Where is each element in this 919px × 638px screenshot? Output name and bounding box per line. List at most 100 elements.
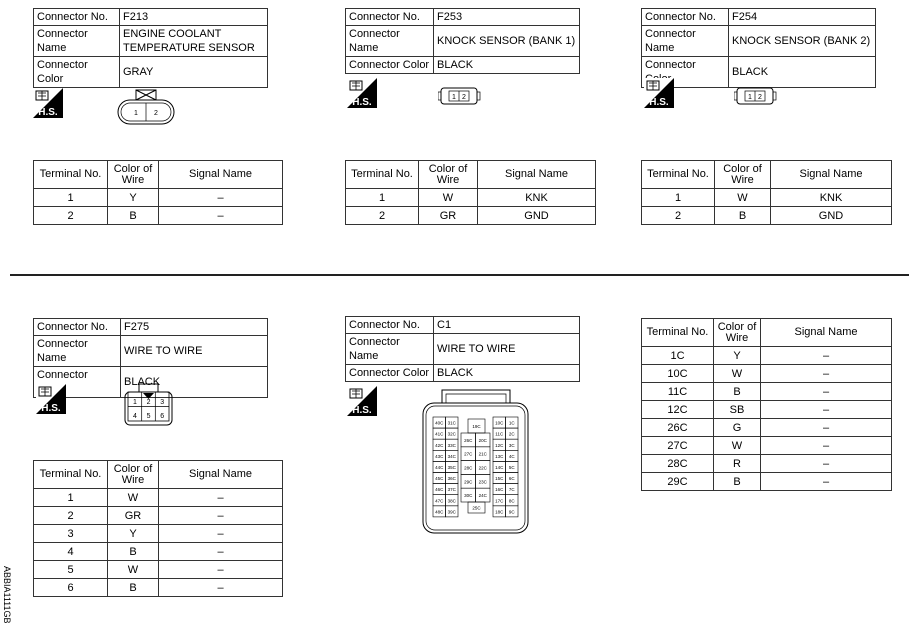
terminal-row: 1 W KNK [345, 188, 596, 207]
pin-label: 20C [479, 438, 488, 443]
hs-label: H.S. [352, 405, 372, 416]
pin-label: 2 [462, 94, 466, 101]
info-label: Connector Name [345, 25, 434, 57]
connector-c1-face: 40C 31C 41C 32C 42C 33C 43C 34C 44C 35C 45C 36C 46C 3… [422, 389, 529, 534]
signal-name: KNK [770, 188, 892, 207]
pin-label: 14C [495, 465, 504, 470]
terminal-row: 29C B – [641, 472, 892, 491]
pin-label: 3C [509, 443, 516, 448]
harness-side-icon: H.S. [33, 88, 63, 118]
info-label: Connector No. [345, 316, 434, 334]
header-signal-name: Signal Name [770, 160, 892, 189]
wire-color: Y [107, 188, 159, 207]
signal-name: – [158, 524, 283, 543]
harness-side-icon: H.S. [36, 384, 66, 414]
pin-label: 15C [495, 476, 504, 481]
wire-color: GR [418, 206, 478, 225]
header-terminal-no: Terminal No. [641, 318, 714, 347]
terminal-no: 26C [641, 418, 714, 437]
signal-name: – [158, 488, 283, 507]
terminal-row: 4 B – [33, 542, 283, 561]
info-value: BLACK [433, 56, 580, 74]
terminal-row: 1C Y – [641, 346, 892, 365]
terminal-no: 27C [641, 436, 714, 455]
terminal-no: 3 [33, 524, 108, 543]
terminal-no: 1C [641, 346, 714, 365]
pin-label: 35C [448, 465, 457, 470]
signal-name: – [158, 578, 283, 597]
hs-label: H.S. [38, 107, 58, 118]
signal-name: – [158, 506, 283, 525]
wire-color: Y [713, 346, 761, 365]
info-value: BLACK [433, 364, 580, 382]
terminal-no: 28C [641, 454, 714, 473]
terminal-row: 27C W – [641, 436, 892, 455]
info-value: KNOCK SENSOR (BANK 1) [433, 25, 580, 57]
header-color-of-wire: Color of Wire [713, 318, 761, 347]
terminal-table: Terminal No. Color of Wire Signal Name 1 W KN… [345, 160, 596, 225]
pin-label: 9C [509, 509, 516, 514]
signal-name: – [158, 206, 283, 225]
terminal-table: Terminal No. Color of Wire Signal Name 1 W –2… [33, 460, 283, 597]
terminal-header-row: Terminal No. Color of Wire Signal Name [641, 318, 892, 347]
info-label: Connector Color [345, 364, 434, 382]
header-terminal-no: Terminal No. [33, 460, 108, 489]
harness-side-icon: H.S. [644, 78, 674, 108]
info-row: Connector Name WIRE TO WIRE [345, 333, 580, 365]
header-color-of-wire: Color of Wire [107, 460, 159, 489]
signal-name: – [760, 346, 892, 365]
wire-color: B [107, 578, 159, 597]
pin-label: 1C [509, 421, 516, 426]
terminal-row: 1 Y – [33, 188, 283, 207]
pin-label: 2 [758, 94, 762, 101]
signal-name: – [760, 472, 892, 491]
hs-label: H.S. [352, 97, 372, 108]
terminal-row: 11C B – [641, 382, 892, 401]
pin-label: 33C [448, 443, 457, 448]
header-color-of-wire: Color of Wire [107, 160, 159, 189]
pin-label: 26C [464, 438, 473, 443]
pin-label: 44C [435, 465, 444, 470]
wire-color: R [713, 454, 761, 473]
terminal-header-row: Terminal No. Color of Wire Signal Name [33, 460, 283, 489]
info-label: Connector No. [33, 318, 121, 336]
figure-id: ABBIA1111GB [2, 566, 12, 624]
wire-color: B [713, 472, 761, 491]
info-value: WIRE TO WIRE [120, 335, 268, 367]
signal-name: GND [770, 206, 892, 225]
pin-label: 16C [495, 487, 504, 492]
info-value: KNOCK SENSOR (BANK 2) [728, 25, 876, 57]
wire-color: B [714, 206, 771, 225]
terminal-no: 2 [33, 506, 108, 525]
pin-label: 28C [464, 466, 473, 471]
terminal-no: 1 [33, 188, 108, 207]
info-value: C1 [433, 316, 580, 334]
wire-color: W [714, 188, 771, 207]
connector-info-table: Connector No. F213 Connector Name ENGINE CO… [33, 8, 268, 88]
signal-name: – [760, 382, 892, 401]
info-label: Connector Name [33, 25, 120, 57]
pin-label: 12C [495, 443, 504, 448]
terminal-row: 10C W – [641, 364, 892, 383]
info-value: BLACK [120, 366, 268, 398]
pin-label: 38C [448, 498, 457, 503]
pin-label: 5C [509, 465, 516, 470]
terminal-row: 3 Y – [33, 524, 283, 543]
signal-name: – [760, 454, 892, 473]
terminal-row: 5 W – [33, 560, 283, 579]
harness-side-icon: H.S. [347, 386, 377, 416]
terminal-header-row: Terminal No. Color of Wire Signal Name [33, 160, 283, 189]
terminal-no: 10C [641, 364, 714, 383]
pin-label: 1 [133, 399, 137, 406]
terminal-no: 1 [641, 188, 715, 207]
pin-label: 46C [435, 487, 444, 492]
terminal-no: 1 [345, 188, 419, 207]
info-value: ENGINE COOLANT TEMPERATURE SENSOR [119, 25, 268, 57]
pin-label: 1 [134, 110, 138, 117]
wire-color: W [713, 364, 761, 383]
wire-color: W [107, 560, 159, 579]
pin-label: 41C [435, 432, 444, 437]
